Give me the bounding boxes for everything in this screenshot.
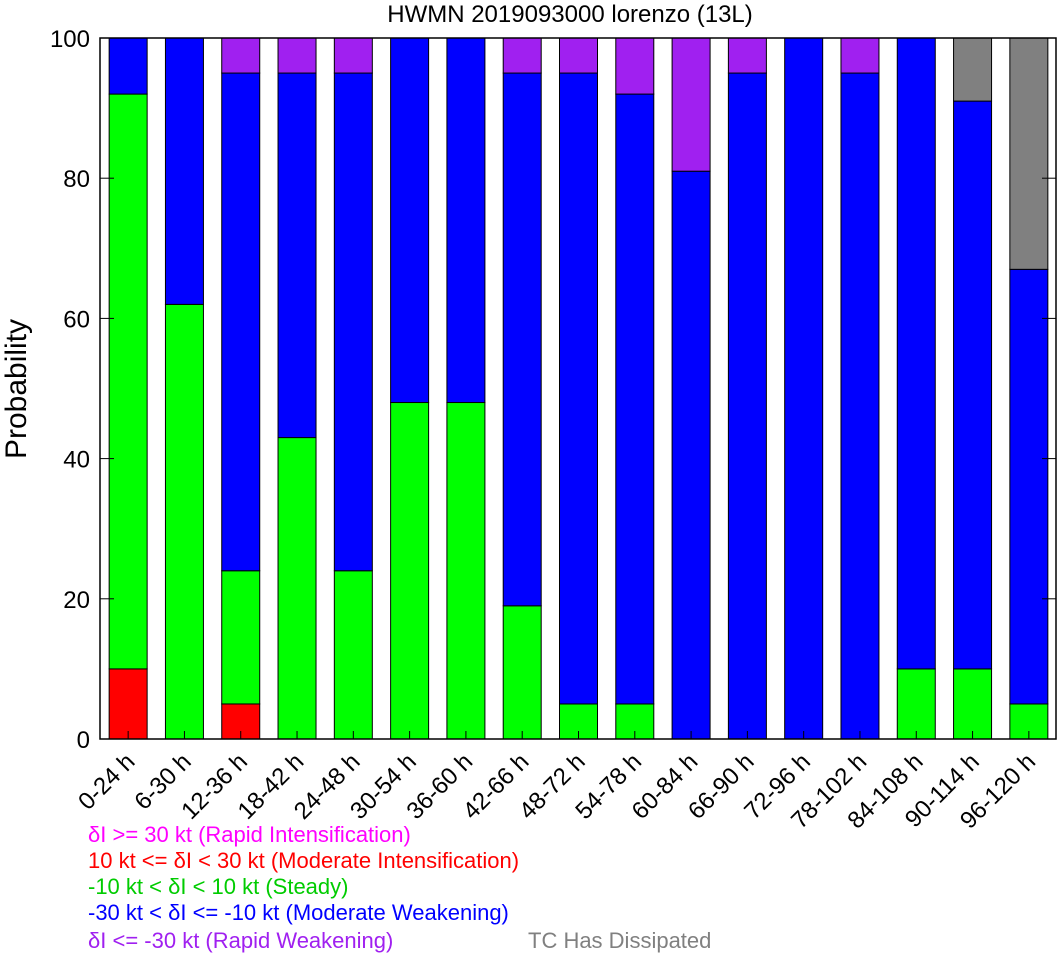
bar-segment-1-2: [164, 303, 204, 740]
bar-segment-16-3: [1009, 268, 1049, 705]
bar-segment-2-2: [221, 570, 261, 705]
bar-segment-0-1: [108, 668, 148, 740]
y-tick-label: 60: [63, 306, 90, 333]
bar-segment-7-3: [502, 72, 542, 607]
bar-segment-16-5: [1009, 37, 1049, 270]
y-tick-label: 40: [63, 447, 90, 474]
legend-item-rapid-intensification: δI >= 30 kt (Rapid Intensification): [88, 822, 411, 847]
bar-segment-15-2: [953, 668, 993, 740]
bar-segment-2-4: [221, 37, 261, 74]
bar-segment-10-3: [671, 170, 711, 740]
bar-segment-0-2: [108, 93, 148, 670]
bar-segment-3-4: [277, 37, 317, 74]
bar-segment-6-3: [446, 37, 486, 404]
legend-item-steady: -10 kt < δI < 10 kt (Steady): [88, 874, 349, 899]
bar-segment-2-3: [221, 72, 261, 572]
bar-segment-4-3: [333, 72, 373, 572]
y-tick-label: 0: [77, 727, 90, 754]
bar-segment-12-3: [784, 37, 824, 740]
y-axis-label: Probability: [0, 319, 33, 459]
bar-segment-15-5: [953, 37, 993, 102]
bar-segment-4-2: [333, 570, 373, 740]
bar-segment-6-2: [446, 402, 486, 740]
bar-segment-11-4: [727, 37, 767, 74]
bar-segment-5-3: [390, 37, 430, 404]
bar-segment-14-2: [896, 668, 936, 740]
chart-title: HWMN 2019093000 lorenzo (13L): [387, 1, 753, 28]
bar-segment-8-4: [559, 37, 598, 74]
bar-segment-0-3: [108, 37, 148, 95]
bar-segment-13-3: [840, 72, 880, 740]
bar-segment-14-3: [896, 37, 936, 670]
y-tick-label: 80: [63, 166, 90, 193]
bars-group: [108, 37, 1049, 740]
bar-segment-13-4: [840, 37, 880, 74]
x-tick-label: 0-24 h: [73, 748, 140, 815]
legend-item-rapid-weakening: δI <= -30 kt (Rapid Weakening): [88, 928, 394, 953]
bar-segment-1-3: [164, 37, 204, 305]
y-tick-label: 100: [50, 26, 90, 53]
legend-item-moderate-weakening: -30 kt < δI <= -10 kt (Moderate Weakenin…: [88, 900, 509, 925]
bar-segment-7-2: [502, 605, 542, 740]
bar-segment-5-2: [390, 402, 430, 740]
bar-segment-7-4: [502, 37, 542, 74]
bar-segment-3-2: [277, 437, 317, 740]
bar-segment-15-3: [953, 100, 993, 670]
y-tick-label: 20: [63, 587, 90, 614]
bar-segment-9-4: [615, 37, 655, 95]
bar-segment-10-4: [671, 37, 711, 172]
plot-frame: [99, 37, 1057, 740]
legend-item-dissipated: TC Has Dissipated: [528, 928, 712, 953]
bar-segment-8-3: [559, 72, 598, 705]
legend-item-moderate-intensification: 10 kt <= δI < 30 kt (Moderate Intensific…: [88, 848, 520, 873]
bar-segment-3-3: [277, 72, 317, 439]
bar-segment-11-3: [727, 72, 767, 740]
bar-segment-4-4: [333, 37, 373, 74]
bar-segment-9-3: [615, 93, 655, 705]
